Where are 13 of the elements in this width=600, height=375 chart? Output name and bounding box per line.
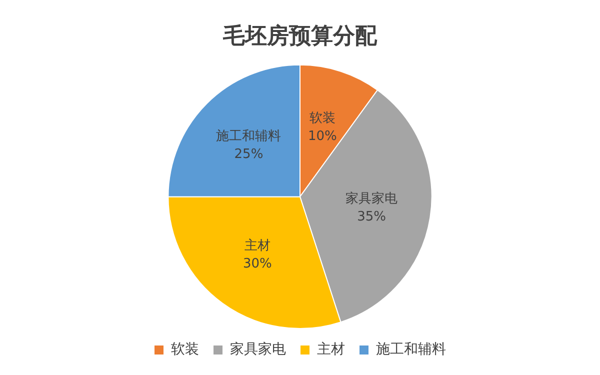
- slice-label: 家具家电: [346, 190, 398, 206]
- data-label: 25%: [234, 146, 264, 162]
- data-label: 10%: [308, 129, 337, 144]
- legend-label: 主材: [317, 342, 345, 358]
- legend-label: 家具家电: [230, 342, 286, 358]
- legend-label: 施工和辅料: [376, 342, 446, 358]
- slice-label: 施工和辅料: [216, 128, 282, 144]
- data-label: 35%: [357, 209, 386, 224]
- chart-title: 毛坯房预算分配: [222, 22, 378, 49]
- data-label: 30%: [242, 256, 272, 272]
- slice-label: 主材: [244, 238, 270, 254]
- slice-label: 软装: [309, 111, 336, 126]
- legend-label: 软装: [171, 342, 199, 358]
